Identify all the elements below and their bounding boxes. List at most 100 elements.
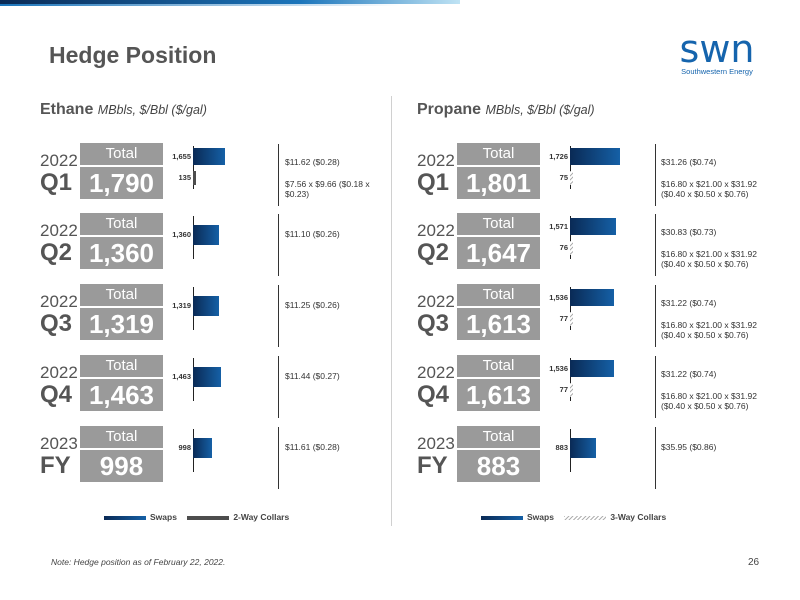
- ethane-q3-value-label-swaps: 1,319: [172, 301, 191, 310]
- company-logo: swn Southwestern Energy: [662, 30, 772, 80]
- ethane-title: Ethane: [40, 101, 94, 118]
- logo-subtitle: Southwestern Energy: [681, 67, 753, 76]
- propane-fy-period-label: FY: [417, 452, 448, 479]
- propane-q2-period-label: Q2: [417, 239, 450, 266]
- legend-swaps-propane-swatch: [481, 515, 523, 520]
- propane-q4-bar-swaps: [570, 360, 614, 377]
- propane-q1-price-swaps: $31.26 ($0.74): [661, 157, 717, 167]
- top-accent-bar: [0, 0, 800, 9]
- ethane-q4-total-label: Total: [80, 355, 163, 377]
- ethane-fy-value-label-swaps: 998: [178, 443, 191, 452]
- legend-3way-label: 3-Way Collars: [610, 512, 667, 522]
- ethane-q1-axis: [193, 146, 194, 189]
- ethane-q2-year: 2022: [40, 221, 78, 240]
- ethane-q2-price-bracket: [278, 214, 279, 276]
- propane-q4-period-label: Q4: [417, 381, 450, 408]
- propane-q1-year: 2022: [417, 151, 455, 170]
- propane-q3-price-bracket: [655, 285, 656, 347]
- ethane-q1-price-bracket: [278, 144, 279, 206]
- ethane-q1-bar-swaps: [193, 148, 225, 165]
- ethane-q3-price-bracket: [278, 285, 279, 347]
- ethane-fy-total-value: 998: [80, 450, 163, 482]
- propane-q2-value-label-swaps: 1,571: [549, 222, 568, 231]
- ethane-q3-period-label: Q3: [40, 310, 73, 337]
- legend-3way-collars: 3-Way Collars: [564, 512, 666, 522]
- propane-q4-axis: [570, 358, 571, 401]
- ethane-q2-price-swaps: $11.10 ($0.26): [285, 229, 340, 239]
- propane-q3-period-label: Q3: [417, 310, 450, 337]
- legend-2way-collars: 2-Way Collars: [187, 512, 289, 522]
- ethane-q4-total-value: 1,463: [80, 379, 163, 411]
- propane-q2-year: 2022: [417, 221, 455, 240]
- propane-fy-value-label-swaps: 883: [555, 443, 568, 452]
- ethane-q4-value-label-swaps: 1,463: [172, 372, 191, 381]
- propane-fy-total-value: 883: [457, 450, 540, 482]
- ethane-q3-year: 2022: [40, 292, 78, 311]
- propane-q3-total-label: Total: [457, 284, 540, 306]
- ethane-fy-price-bracket: [278, 427, 279, 489]
- ethane-q3-price-swaps: $11.25 ($0.26): [285, 300, 340, 310]
- propane-q4-year: 2022: [417, 363, 455, 382]
- ethane-q2-bar-swaps: [193, 225, 219, 245]
- legend-swaps-label: Swaps: [150, 512, 177, 522]
- propane-q3-year: 2022: [417, 292, 455, 311]
- propane-q2-price-swaps: $30.83 ($0.73): [661, 227, 717, 237]
- ethane-q2-total-label: Total: [80, 213, 163, 235]
- propane-q1-bar-swaps: [570, 148, 620, 165]
- propane-q4-total-value: 1,613: [457, 379, 540, 411]
- ethane-q2-period-label: Q2: [40, 239, 73, 266]
- legend-2way-label: 2-Way Collars: [233, 512, 290, 522]
- propane-q1-total-gap: [457, 165, 540, 167]
- propane-q2-total-gap: [457, 235, 540, 237]
- propane-q3-total-gap: [457, 306, 540, 308]
- legend-swaps-swatch: [104, 515, 146, 520]
- propane-fy-bar-swaps: [570, 438, 596, 458]
- legend-swaps: Swaps: [104, 512, 177, 522]
- propane-q4-total-label: Total: [457, 355, 540, 377]
- propane-q1-price-collars: $16.80 x $21.00 x $31.92 ($0.40 x $0.50 …: [661, 179, 757, 199]
- legend-swaps-propane-label: Swaps: [527, 512, 554, 522]
- propane-q3-price-collars: $16.80 x $21.00 x $31.92 ($0.40 x $0.50 …: [661, 320, 757, 340]
- propane-q2-bar-collars: [570, 241, 573, 255]
- propane-q3-price-swaps: $31.22 ($0.74): [661, 298, 717, 308]
- ethane-q1-total-value: 1,790: [80, 167, 163, 199]
- propane-q4-value-label-collars: 77: [559, 385, 568, 394]
- propane-fy-total-label: Total: [457, 426, 540, 448]
- ethane-q3-bar-swaps: [193, 296, 219, 316]
- ethane-section-title: Ethane MBbls, $/Bbl ($/gal): [40, 101, 207, 119]
- propane-q4-price-bracket: [655, 356, 656, 418]
- propane-q1-total-value: 1,801: [457, 167, 540, 199]
- propane-fy-year: 2023: [417, 434, 455, 453]
- page-number: 26: [748, 557, 760, 568]
- propane-q2-price-bracket: [655, 214, 656, 276]
- propane-fy-price-swaps: $35.95 ($0.86): [661, 442, 717, 452]
- ethane-fy-total-gap: [80, 448, 163, 450]
- propane-q3-value-label-collars: 77: [559, 314, 568, 323]
- propane-q1-total-label: Total: [457, 143, 540, 165]
- propane-fy-price-bracket: [655, 427, 656, 489]
- propane-q2-value-label-collars: 76: [559, 243, 568, 252]
- ethane-q1-bar-collars: [193, 171, 196, 185]
- ethane-q1-total-gap: [80, 165, 163, 167]
- propane-q1-value-label-collars: 75: [559, 173, 568, 182]
- legend-2way-swatch: [187, 515, 230, 520]
- propane-fy-total-gap: [457, 448, 540, 450]
- ethane-q4-year: 2022: [40, 363, 78, 382]
- propane-q3-total-value: 1,613: [457, 308, 540, 340]
- ethane-q4-total-gap: [80, 377, 163, 379]
- ethane-q2-total-value: 1,360: [80, 237, 163, 269]
- ethane-q2-total-gap: [80, 235, 163, 237]
- propane-legend: Swaps 3-Way Collars: [481, 512, 674, 522]
- propane-q1-bar-collars: [570, 171, 573, 185]
- propane-q1-price-bracket: [655, 144, 656, 206]
- propane-q2-axis: [570, 216, 571, 259]
- legend-3way-swatch: [564, 515, 607, 520]
- ethane-q1-period-label: Q1: [40, 169, 73, 196]
- footnote: Note: Hedge position as of February 22, …: [51, 557, 226, 567]
- ethane-units: MBbls, $/Bbl ($/gal): [97, 103, 207, 117]
- propane-q2-total-label: Total: [457, 213, 540, 235]
- propane-q1-axis: [570, 146, 571, 189]
- propane-q4-value-label-swaps: 1,536: [549, 364, 568, 373]
- ethane-q4-bar-swaps: [193, 367, 221, 387]
- propane-q3-axis: [570, 287, 571, 330]
